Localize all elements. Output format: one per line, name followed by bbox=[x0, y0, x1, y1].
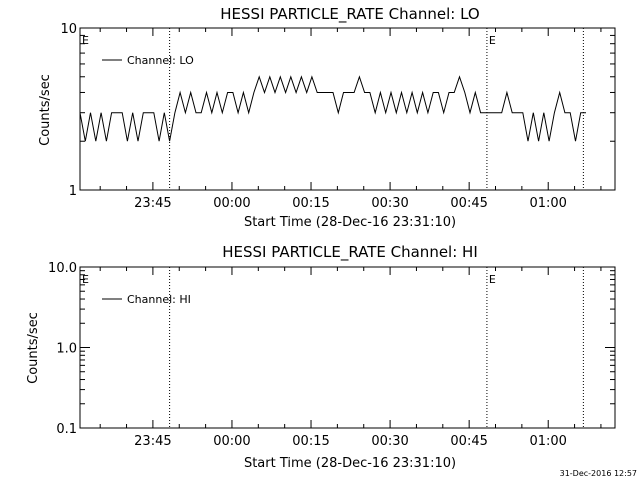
x-tick-label: 00:00 bbox=[213, 434, 250, 449]
x-tick-label: 00:00 bbox=[213, 196, 250, 211]
panel-lo: HESSI PARTICLE_RATE Channel: LO Counts/s… bbox=[38, 5, 616, 230]
event-marker-label: E bbox=[489, 273, 496, 286]
panel-lo-plot: 23:45 00:00 00:15 00:30 00:45 01:00 1 10 E E Chann… bbox=[60, 22, 616, 211]
series-line bbox=[79, 75, 586, 142]
panel-hi-plot: 23:45 00:00 00:15 00:30 00:45 01:00 0.1 1.0 10.0… bbox=[48, 261, 616, 449]
panel-lo-ylabel: Counts/sec bbox=[38, 74, 53, 146]
panel-lo-xlabel: Start Time (28-Dec-16 23:31:10) bbox=[244, 215, 456, 230]
legend-label: Channel: HI bbox=[127, 293, 191, 306]
event-marker-label: E bbox=[82, 273, 89, 286]
panel-hi: HESSI PARTICLE_RATE Channel: HI Counts/s… bbox=[26, 243, 616, 471]
x-tick-label: 23:45 bbox=[134, 196, 171, 211]
y-tick-label: 0.1 bbox=[56, 422, 77, 437]
y-tick-label: 10.0 bbox=[48, 261, 77, 276]
legend-label: Channel: LO bbox=[127, 54, 194, 67]
footer-timestamp: 31-Dec-2016 12:57 bbox=[560, 469, 637, 478]
y-tick-label: 1 bbox=[69, 184, 77, 199]
panel-hi-xlabel: Start Time (28-Dec-16 23:31:10) bbox=[244, 456, 456, 471]
x-tick-label: 00:45 bbox=[450, 196, 487, 211]
x-tick-label: 01:00 bbox=[529, 196, 566, 211]
event-marker-label: E bbox=[82, 34, 89, 47]
panel-hi-ylabel: Counts/sec bbox=[26, 312, 41, 384]
x-tick-label: 00:45 bbox=[450, 434, 487, 449]
x-tick-label: 01:00 bbox=[529, 434, 566, 449]
event-marker-label: E bbox=[489, 34, 496, 47]
y-tick-label: 10 bbox=[60, 22, 77, 37]
x-tick-label: 00:15 bbox=[292, 434, 329, 449]
y-tick-label: 1.0 bbox=[56, 342, 77, 357]
panel-hi-title: HESSI PARTICLE_RATE Channel: HI bbox=[222, 243, 478, 262]
x-tick-label: 00:30 bbox=[371, 196, 408, 211]
x-tick-label: 00:15 bbox=[292, 196, 329, 211]
panel-lo-title: HESSI PARTICLE_RATE Channel: LO bbox=[220, 5, 479, 24]
x-tick-label: 00:30 bbox=[371, 434, 408, 449]
plot-frame bbox=[79, 266, 616, 429]
x-tick-label: 23:45 bbox=[134, 434, 171, 449]
plot-frame bbox=[79, 27, 616, 191]
